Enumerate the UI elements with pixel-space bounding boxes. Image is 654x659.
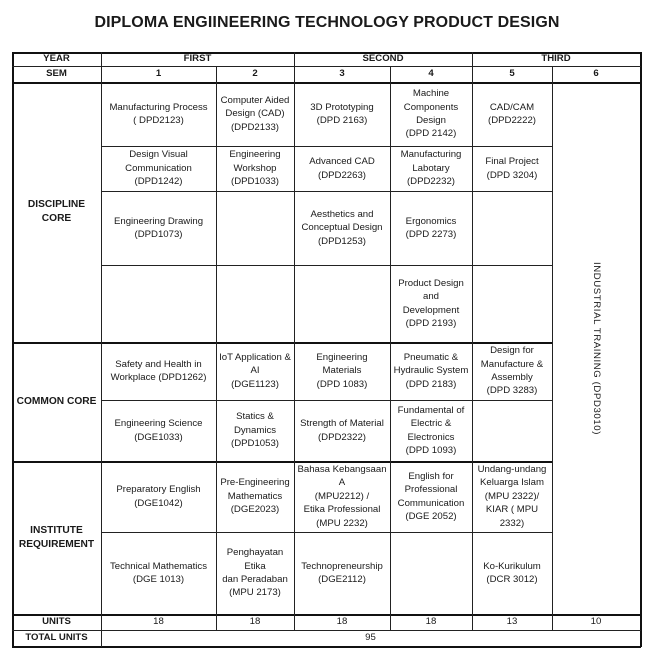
course-cell [294,265,390,342]
category-common-core: COMMON CORE [16,395,97,407]
grid-line [294,66,295,631]
sem-label: SEM [46,68,67,80]
sem-4: 4 [428,68,434,80]
grid-line [12,52,14,647]
grid-line [552,66,553,631]
grid-line [12,82,641,84]
course-cell: 3D Prototyping (DPD 2163) [310,101,374,126]
course-cell [101,265,216,342]
units-label: UNITS [42,616,71,628]
course-cell: Pre-Engineering Mathematics (DGE2023) [220,477,290,516]
course-cell: Advanced CAD (DPD2263) [309,156,375,181]
course-cell: Technopreneurship (DGE2112) [301,560,383,585]
course-cell: Final Project (DPD 3204) [485,156,539,181]
grid-line [12,342,553,344]
course-cell: Design for Manufacture & Assembly (DPD 3… [480,345,544,397]
course-cell: Engineering Science (DGE1033) [114,418,203,443]
course-cell [216,191,294,265]
units-value: 18 [153,616,164,628]
grid-line [216,66,217,631]
course-cell: Penghayatan Etika dan Peradaban (MPU 217… [222,547,288,599]
sem-1: 1 [155,68,162,80]
course-cell: Pneumatic & Hydraulic System (DPD 2183) [393,351,469,390]
grid-line [12,461,553,463]
category-discipline-core: DISCIPLINE CORE [27,199,86,224]
course-cell: Machine Components Design (DPD 2142) [403,88,459,140]
category-institute-requirement: INSTITUTE REQUIREMENT [18,524,95,550]
industrial-training-label: INDUSTRIAL TRAINING (DPD3010) [590,261,602,435]
course-cell [216,265,294,342]
year-second: SECOND [362,53,404,65]
course-cell [472,191,552,265]
grid-line [12,52,641,54]
course-cell: Technical Mathematics (DGE 1013) [109,560,208,585]
sem-2: 2 [252,68,258,80]
units-value: 18 [336,616,348,628]
grid-line [101,532,553,533]
grid-line [12,66,641,67]
units-value: 10 [590,616,602,628]
grid-line [101,265,553,266]
course-cell: Safety and Health in Workplace (DPD1262) [110,358,207,383]
grid-line [390,66,391,631]
course-cell: Product Design and Development (DPD 2193… [398,277,464,329]
course-cell [390,532,472,614]
course-cell: Aesthetics and Conceptual Design (DPD125… [301,208,383,247]
course-cell: CAD/CAM (DPD2222) [488,101,536,126]
grid-line [472,52,473,67]
course-cell: Engineering Drawing (DPD1073) [113,215,204,240]
grid-line [294,52,295,67]
grid-line [101,52,102,647]
course-cell: Preparatory English (DGE1042) [116,484,201,509]
course-cell: Bahasa Kebangsaan A (MPU2212) / Etika Pr… [297,463,387,529]
total-units-value: 95 [365,632,376,644]
year-third: THIRD [541,53,571,65]
course-cell: Engineering Materials (DPD 1083) [316,351,368,390]
page-title: DIPLOMA ENGIINEERING TECHNOLOGY PRODUCT … [94,14,560,31]
course-cell: English for Professional Communication (… [397,470,465,522]
grid-line [472,66,473,631]
course-cell: Design Visual Communication (DPD1242) [125,149,192,188]
grid-line [101,146,553,147]
grid-line [12,646,641,648]
course-cell: Computer Aided Design (CAD) (DPD2133) [220,94,290,133]
course-cell: Undang-undang Keluarga Islam (MPU 2322)/… [477,463,547,529]
units-value: 18 [425,616,437,628]
grid-line [101,191,553,192]
course-cell: Strength of Material (DPD2322) [300,418,384,443]
sem-5: 5 [509,68,515,80]
year-first: FIRST [183,53,212,65]
course-cell: Manufacturing Process ( DPD2123) [109,101,208,126]
units-value: 18 [249,616,261,628]
total-units-label: TOTAL UNITS [25,632,88,644]
sem-3: 3 [339,68,345,80]
course-cell: Fundamental of Electric & Electronics (D… [397,404,465,456]
course-cell: Engineering Workshop (DPD1033) [229,149,281,188]
course-cell: IoT Application & AI (DGE1123) [219,351,291,390]
grid-line [12,614,641,616]
course-cell: Statics & Dynamics (DPD1053) [231,411,279,450]
course-cell: Manufacturing Labotary (DPD2232) [400,149,462,188]
course-cell [472,265,552,342]
course-cell: Ergonomics (DPD 2273) [405,215,457,240]
course-cell: Ko-Kurikulum (DCR 3012) [483,560,541,585]
course-cell [472,400,552,461]
grid-line [12,630,641,631]
year-label: YEAR [43,53,70,65]
grid-line [101,400,553,401]
sem-6: 6 [593,68,599,80]
grid-line [640,52,642,647]
units-value: 13 [506,616,518,628]
